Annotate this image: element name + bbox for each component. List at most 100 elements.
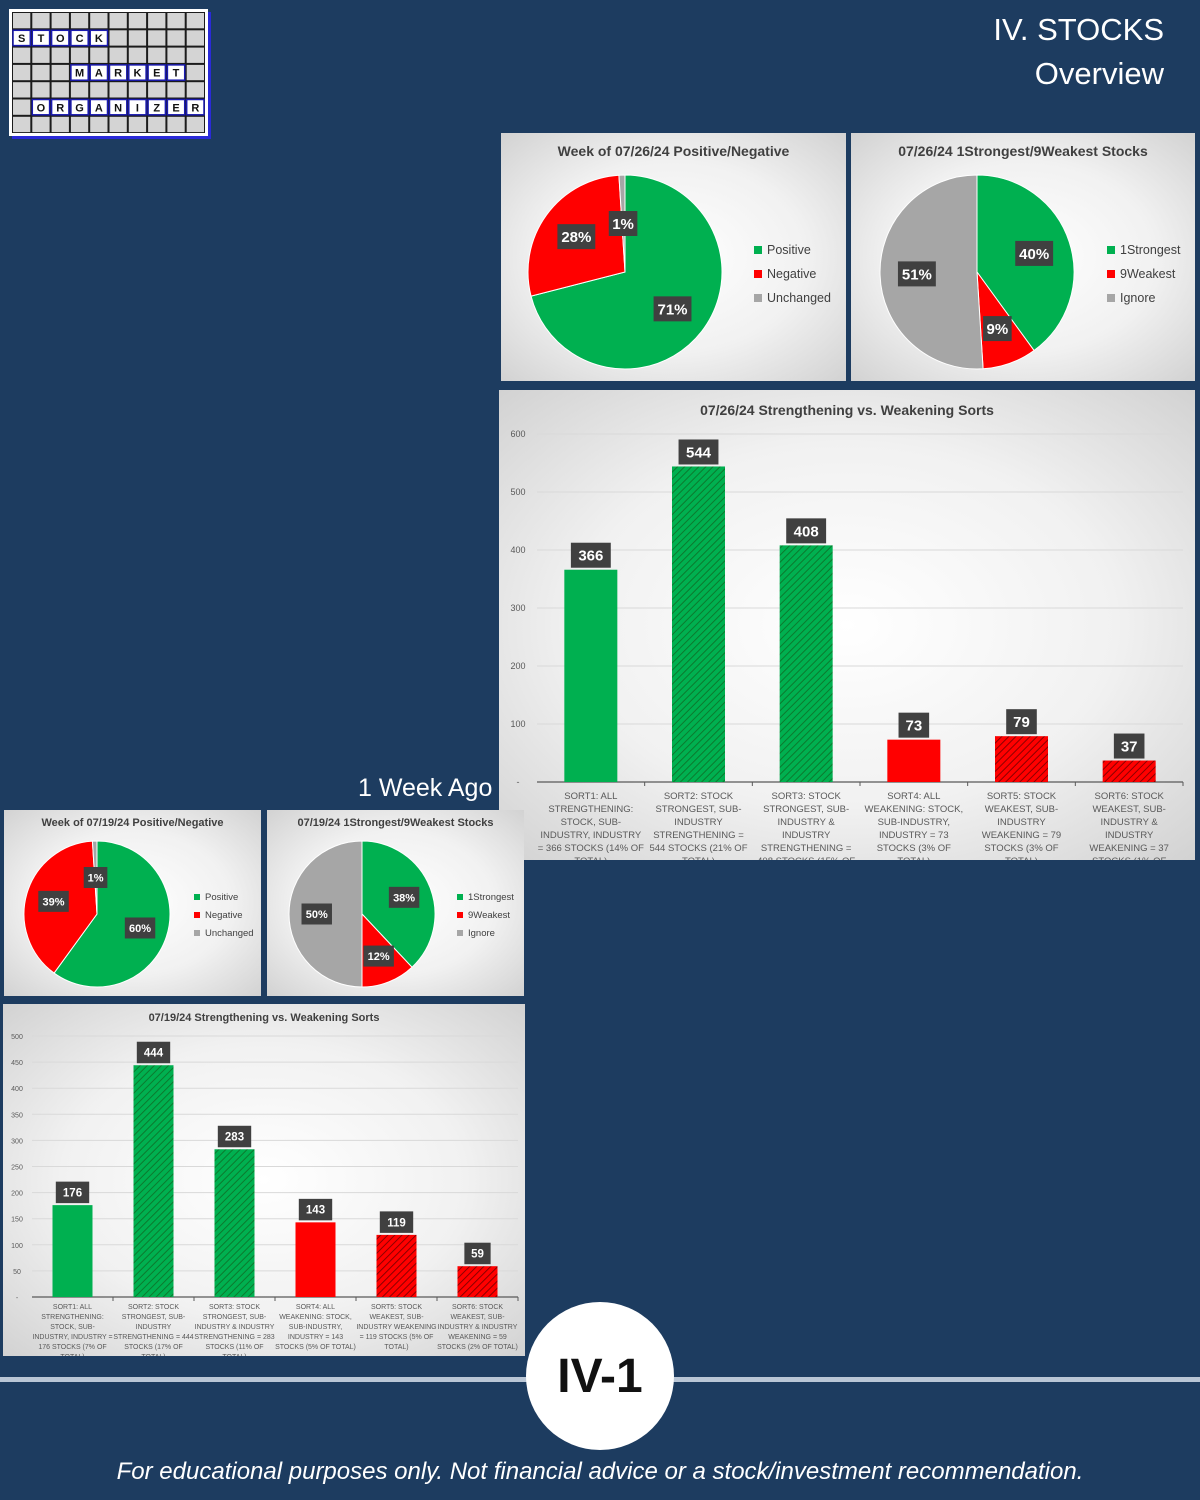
- logo-letter-tile: [128, 64, 147, 81]
- data-label: 59: [471, 1249, 484, 1261]
- logo-letter-tile: [70, 98, 89, 116]
- data-label-box: [464, 1242, 491, 1265]
- data-label-box: [301, 903, 332, 925]
- logo-letter-tile: [89, 64, 109, 81]
- logo-blank-tile: [167, 82, 185, 98]
- legend-label: Positive: [205, 891, 239, 903]
- logo-blank-tile: [167, 30, 185, 46]
- data-label: 1%: [612, 216, 634, 233]
- logo-blank-tile: [128, 30, 147, 46]
- logo-letter: C: [76, 33, 84, 45]
- logo-blank-tile: [13, 64, 31, 81]
- bar: [376, 1234, 417, 1297]
- logo-blank-tile: [32, 64, 50, 81]
- data-label-box: [38, 890, 69, 912]
- bar: [672, 466, 725, 782]
- prior-sorts-bar-chart: 07/19/24 Strengthening vs. Weakening Sor…: [3, 1004, 525, 1356]
- data-label-box: [898, 712, 930, 738]
- y-tick-label: 200: [510, 661, 525, 671]
- logo-blank-tile: [70, 13, 89, 29]
- legend-swatch: [194, 930, 200, 936]
- chart-title: 07/26/24 Strengthening vs. Weakening Sor…: [700, 402, 994, 418]
- legend-label: 9Weakest: [468, 909, 511, 921]
- data-label-box: [136, 1041, 171, 1064]
- legend-entry: 9Weakest: [1107, 262, 1180, 286]
- data-label-box: [1006, 709, 1037, 735]
- chart-title: Week of 07/26/24 Positive/Negative: [557, 143, 790, 159]
- logo-blank-tile: [13, 47, 31, 63]
- logo-letter: N: [114, 102, 122, 114]
- legend-label: 1Strongest: [1120, 243, 1181, 257]
- y-tick-label: 400: [11, 1086, 23, 1093]
- data-label: 73: [905, 718, 922, 735]
- logo-letter-tile: [89, 98, 109, 116]
- data-label-box: [55, 1181, 90, 1204]
- legend-label: Negative: [205, 909, 243, 921]
- logo-letter-tile: [185, 98, 205, 116]
- logo-blank-tile: [167, 13, 185, 29]
- x-category-label: SORT5: STOCK WEAKEST, SUB-INDUSTRY WEAKE…: [356, 1304, 437, 1351]
- logo-blank-tile: [109, 47, 127, 63]
- logo-blank-tile: [70, 82, 89, 98]
- y-tick-label: 350: [11, 1112, 23, 1119]
- legend-entry: Unchanged: [754, 286, 831, 310]
- y-tick-label: -: [517, 777, 520, 787]
- x-category-label: SORT4: ALL WEAKENING: STOCK, SUB-INDUSTR…: [864, 791, 964, 860]
- data-label: 38%: [393, 892, 415, 904]
- data-label: 71%: [658, 301, 688, 318]
- bar: [214, 1149, 255, 1297]
- data-label: 1%: [88, 872, 104, 884]
- data-label-box: [217, 1125, 252, 1148]
- y-tick-label: 450: [11, 1060, 23, 1067]
- data-label-box: [570, 542, 611, 568]
- logo-letter-tile: [70, 64, 89, 81]
- chart-legend: 1Strongest 9Weakest Ignore: [457, 888, 514, 942]
- bar-canvas: - 100 200 300 400 500 600 366 544 408 73 79 37: [510, 429, 1184, 787]
- logo-blank-tile: [148, 116, 166, 133]
- data-label: 12%: [368, 951, 390, 963]
- logo-letter: E: [172, 102, 179, 114]
- logo-blank-tile: [32, 13, 50, 29]
- y-tick-label: 100: [11, 1243, 23, 1250]
- logo-blank-tile: [148, 30, 166, 46]
- logo-letter: K: [133, 68, 141, 80]
- bar-canvas: - 50 100 150 200 250 300 350 400 450 500 176 444 283 1…: [11, 1034, 519, 1302]
- logo-blank-tile: [90, 116, 108, 133]
- legend-swatch: [457, 912, 463, 918]
- data-label: 79: [1013, 714, 1030, 731]
- legend-swatch: [1107, 246, 1115, 254]
- legend-entry: 9Weakest: [457, 906, 514, 924]
- data-label: 9%: [987, 321, 1009, 338]
- data-label: 143: [306, 1205, 325, 1217]
- logo-letter-tile: [147, 64, 167, 81]
- chart-legend: Positive Negative Unchanged: [194, 888, 254, 942]
- pie-canvas: 40% 9% 51%: [879, 174, 1075, 370]
- legend-entry: Positive: [754, 238, 831, 262]
- data-label: 60%: [129, 923, 151, 935]
- logo-letter: I: [136, 102, 139, 114]
- logo-letter: O: [37, 102, 46, 114]
- bar: [887, 739, 941, 782]
- bar: [779, 545, 833, 782]
- bar: [564, 569, 618, 782]
- current-strongest-weakest-pie-chart: 07/26/24 1Strongest/9Weakest Stocks 40% 9%…: [851, 133, 1195, 381]
- logo-letter-tile: [12, 29, 32, 47]
- chart-title: 07/19/24 Strengthening vs. Weakening Sor…: [148, 1012, 380, 1024]
- page-number-badge: IV-1: [526, 1302, 674, 1450]
- y-tick-label: 600: [510, 429, 525, 439]
- logo-letter-tile: [70, 29, 89, 47]
- y-tick-label: -: [16, 1295, 19, 1302]
- current-positive-negative-pie-chart: Week of 07/26/24 Positive/Negative 71% 28%…: [501, 133, 846, 381]
- logo-blank-tile: [32, 47, 50, 63]
- logo-blank-tile: [186, 13, 204, 29]
- y-tick-label: 150: [11, 1217, 23, 1224]
- logo-blank-tile: [128, 82, 147, 98]
- legend-entry: Negative: [754, 262, 831, 286]
- logo-blank-tile: [109, 116, 127, 133]
- data-label: 366: [578, 548, 603, 565]
- logo-blank-tile: [167, 116, 185, 133]
- data-label: 119: [387, 1217, 406, 1229]
- y-tick-label: 300: [510, 603, 525, 613]
- logo-blank-tile: [32, 82, 50, 98]
- bar: [295, 1222, 336, 1297]
